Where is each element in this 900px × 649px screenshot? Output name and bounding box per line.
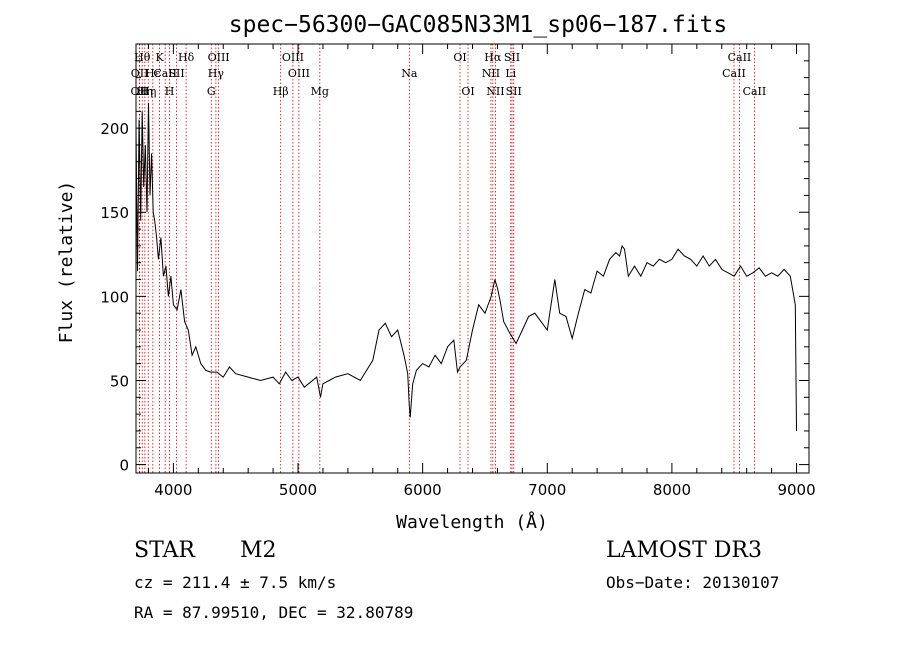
x-axis: 4000 5000 6000 7000 8000 9000 (147, 44, 816, 499)
spectrum-line (135, 102, 797, 431)
x-tick-label: 9000 (777, 481, 815, 499)
line-label: NII (482, 67, 500, 80)
y-tick-label: 0 (119, 457, 129, 475)
line-label: OIII (288, 67, 310, 80)
redshift-cz: cz = 211.4 ± 7.5 km/s (134, 573, 337, 592)
line-label: OI (461, 85, 474, 98)
y-axis-label: Flux (relative) (56, 181, 77, 344)
x-tick-label: 4000 (154, 481, 192, 499)
line-label: CaII (728, 51, 752, 64)
line-label: NII (486, 85, 504, 98)
line-label: Hα (484, 51, 502, 64)
line-label: Mg (311, 85, 329, 98)
x-axis-label: Wavelength (Å) (396, 511, 548, 533)
y-tick-label: 150 (100, 204, 129, 222)
line-label: Na (401, 67, 418, 80)
line-label: H (165, 85, 175, 98)
line-label: Hβ (273, 85, 289, 98)
obs-date: Obs−Date: 20130107 (606, 573, 780, 592)
line-label: SII (504, 51, 520, 64)
line-label: OIII (208, 51, 230, 64)
line-label: Hθ (134, 51, 151, 64)
x-tick-label: 5000 (279, 481, 317, 499)
object-subclass: M2 (240, 538, 277, 563)
line-label: G (207, 85, 216, 98)
line-label: CaII (153, 67, 177, 80)
chart-title: spec−56300−GAC085N33M1_sp06−187.fits (229, 12, 728, 38)
x-tick-label: 8000 (653, 481, 691, 499)
x-tick-label: 6000 (404, 481, 442, 499)
line-label: OIII (282, 51, 304, 64)
line-label: Li (505, 67, 516, 80)
ra-dec: RA = 87.99510, DEC = 32.80789 (134, 603, 414, 622)
y-tick-label: 200 (100, 120, 129, 138)
line-label: OII (131, 85, 149, 98)
line-label: SII (506, 85, 522, 98)
survey-name: LAMOST DR3 (606, 538, 762, 563)
line-label: OI (453, 51, 466, 64)
spectral-line-markers (138, 44, 755, 473)
y-tick-label: 100 (100, 288, 129, 306)
line-label: K (155, 51, 164, 64)
x-tick-label: 7000 (528, 481, 566, 499)
spectral-line-labels: OIIOIIHθHηHηHεKCaIIHSIIHδGHγOIIIHβOIIIOI… (131, 51, 767, 98)
line-label: Hδ (178, 51, 195, 64)
object-class: STAR (134, 538, 195, 563)
line-label: CaII (722, 67, 746, 80)
y-tick-label: 50 (110, 372, 129, 390)
line-label: OII (131, 67, 149, 80)
line-label: SII (169, 67, 185, 80)
plot-frame (135, 43, 810, 474)
line-label: Hε (145, 67, 161, 80)
line-label: Hγ (208, 67, 225, 80)
line-label: CaII (743, 85, 767, 98)
line-label: Hη (140, 85, 156, 98)
y-axis: 0 50 100 150 200 (100, 60, 809, 475)
